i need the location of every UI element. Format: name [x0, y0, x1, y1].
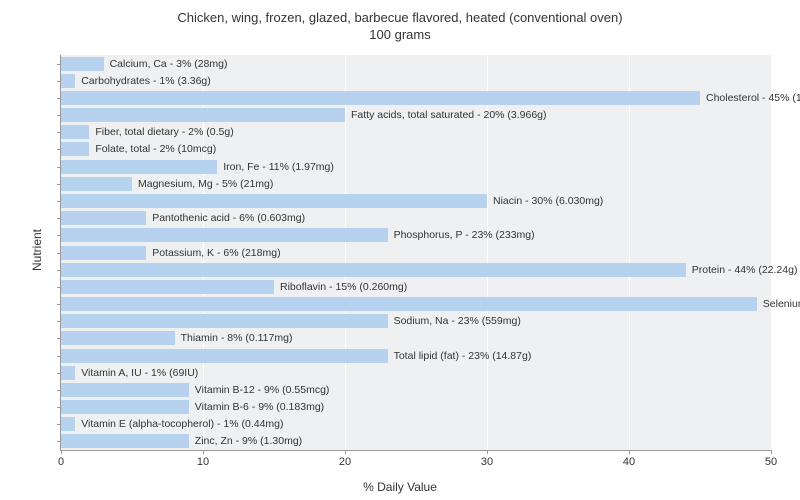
- y-tick: [57, 321, 61, 322]
- bar-label: Selenium, Se - 49% (34.2mcg): [763, 297, 800, 311]
- y-tick: [57, 81, 61, 82]
- y-tick: [57, 253, 61, 254]
- bar-label: Vitamin A, IU - 1% (69IU): [81, 366, 198, 380]
- bar: [61, 74, 75, 88]
- plot-area: 01020304050Calcium, Ca - 3% (28mg)Carboh…: [60, 55, 771, 451]
- bar-label: Iron, Fe - 11% (1.97mg): [223, 160, 334, 174]
- bar-label: Fiber, total dietary - 2% (0.5g): [95, 125, 233, 139]
- y-tick: [57, 338, 61, 339]
- bar: [61, 160, 217, 174]
- y-tick: [57, 424, 61, 425]
- bar-label: Folate, total - 2% (10mcg): [95, 142, 216, 156]
- bar: [61, 211, 146, 225]
- bar: [61, 366, 75, 380]
- y-tick: [57, 115, 61, 116]
- bar-label: Fatty acids, total saturated - 20% (3.96…: [351, 108, 547, 122]
- y-tick: [57, 270, 61, 271]
- bar: [61, 57, 104, 71]
- y-tick: [57, 407, 61, 408]
- bar: [61, 417, 75, 431]
- x-tick-label: 0: [58, 456, 64, 468]
- bar-label: Total lipid (fat) - 23% (14.87g): [394, 349, 532, 363]
- bar-label: Phosphorus, P - 23% (233mg): [394, 228, 535, 242]
- bar-label: Sodium, Na - 23% (559mg): [394, 314, 521, 328]
- y-tick: [57, 201, 61, 202]
- grid-line: [629, 55, 630, 450]
- bar-label: Protein - 44% (22.24g): [692, 263, 798, 277]
- bar-label: Calcium, Ca - 3% (28mg): [110, 57, 228, 71]
- bar: [61, 142, 89, 156]
- title-line-2: 100 grams: [369, 27, 430, 42]
- bar: [61, 434, 189, 448]
- bar-label: Niacin - 30% (6.030mg): [493, 194, 603, 208]
- y-tick: [57, 304, 61, 305]
- x-tick: [345, 450, 346, 454]
- bar: [61, 383, 189, 397]
- bar: [61, 194, 487, 208]
- chart-title: Chicken, wing, frozen, glazed, barbecue …: [0, 0, 800, 44]
- bar-label: Vitamin E (alpha-tocopherol) - 1% (0.44m…: [81, 417, 283, 431]
- y-tick: [57, 373, 61, 374]
- bar-label: Potassium, K - 6% (218mg): [152, 246, 280, 260]
- x-tick: [203, 450, 204, 454]
- bar: [61, 125, 89, 139]
- x-tick: [487, 450, 488, 454]
- bar: [61, 108, 345, 122]
- x-axis-label: % Daily Value: [363, 480, 437, 494]
- y-axis-label: Nutrient: [30, 229, 44, 271]
- bar: [61, 280, 274, 294]
- y-tick: [57, 390, 61, 391]
- y-tick: [57, 98, 61, 99]
- bar-label: Magnesium, Mg - 5% (21mg): [138, 177, 273, 191]
- bar: [61, 246, 146, 260]
- bar-label: Riboflavin - 15% (0.260mg): [280, 280, 407, 294]
- x-tick: [629, 450, 630, 454]
- x-tick-label: 30: [481, 456, 493, 468]
- bar-label: Cholesterol - 45% (136mg): [706, 91, 800, 105]
- bar-label: Thiamin - 8% (0.117mg): [181, 331, 293, 345]
- bar: [61, 91, 700, 105]
- y-tick: [57, 287, 61, 288]
- y-tick: [57, 64, 61, 65]
- bar: [61, 400, 189, 414]
- x-tick-label: 40: [623, 456, 635, 468]
- grid-line: [771, 55, 772, 450]
- bar: [61, 228, 388, 242]
- y-tick: [57, 441, 61, 442]
- bar: [61, 263, 686, 277]
- y-tick: [57, 167, 61, 168]
- nutrition-chart: Chicken, wing, frozen, glazed, barbecue …: [0, 0, 800, 500]
- y-tick: [57, 218, 61, 219]
- bar: [61, 297, 757, 311]
- y-tick: [57, 149, 61, 150]
- bar: [61, 331, 175, 345]
- x-tick-label: 10: [197, 456, 209, 468]
- y-tick: [57, 235, 61, 236]
- bar-label: Pantothenic acid - 6% (0.603mg): [152, 211, 305, 225]
- bar-label: Vitamin B-12 - 9% (0.55mcg): [195, 383, 330, 397]
- y-tick: [57, 184, 61, 185]
- y-tick: [57, 132, 61, 133]
- bar-label: Carbohydrates - 1% (3.36g): [81, 74, 211, 88]
- bar: [61, 177, 132, 191]
- bar: [61, 349, 388, 363]
- x-tick: [61, 450, 62, 454]
- bar-label: Vitamin B-6 - 9% (0.183mg): [195, 400, 324, 414]
- title-line-1: Chicken, wing, frozen, glazed, barbecue …: [177, 10, 622, 25]
- x-tick-label: 50: [765, 456, 777, 468]
- grid-line: [345, 55, 346, 450]
- bar-label: Zinc, Zn - 9% (1.30mg): [195, 434, 302, 448]
- bar: [61, 314, 388, 328]
- x-tick: [771, 450, 772, 454]
- y-tick: [57, 356, 61, 357]
- x-tick-label: 20: [339, 456, 351, 468]
